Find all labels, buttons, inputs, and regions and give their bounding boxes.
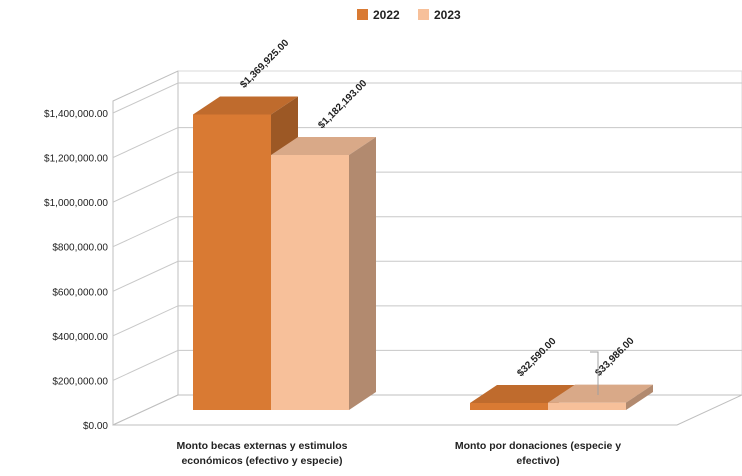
- bar-top-2022-cat0: [193, 96, 298, 115]
- gridline: [112, 127, 742, 159]
- data-label-2022-cat1: $32,590.00: [515, 336, 558, 379]
- bar-top-2023-cat0: [271, 136, 376, 155]
- gridline: [112, 216, 742, 248]
- gridline: [112, 260, 742, 292]
- y-tick-label: $1,000,000.00: [44, 198, 108, 209]
- bars: [193, 96, 653, 411]
- y-tick-label: $600,000.00: [52, 287, 108, 298]
- back-wall: [178, 70, 742, 395]
- gridline: [112, 171, 742, 203]
- y-axis-ticks: $0.00 $200,000.00 $400,000.00 $600,000.00 $8…: [44, 109, 108, 432]
- y-tick-label: $200,000.00: [52, 376, 108, 387]
- legend-swatch-2022: [357, 9, 368, 20]
- legend-swatch-2023: [418, 9, 429, 20]
- gridline: [112, 305, 742, 337]
- label-leader-line: [590, 351, 599, 395]
- category-label-0: Monto becas externas y estimulos: [177, 440, 348, 452]
- bar-2022-cat1: [470, 402, 548, 410]
- category-label-1: Monto por donaciones (especie y: [455, 440, 621, 452]
- gridline: [112, 349, 742, 381]
- y-tick-label: $1,200,000.00: [44, 154, 108, 165]
- data-label-2023-cat1: $33,986.00: [593, 335, 636, 378]
- bar-side-2023-cat1: [626, 384, 653, 410]
- category-label-1: efectivo): [516, 455, 559, 467]
- category-labels: Monto becas externas y estimulos económic…: [177, 440, 622, 467]
- y-tick-label: $0.00: [83, 421, 108, 432]
- bar-2023-cat0: [271, 154, 349, 410]
- bar-top-2022-cat1: [470, 384, 575, 403]
- legend: 2022 2023: [357, 8, 461, 22]
- side-wall: [112, 70, 179, 426]
- y-tick-label: $800,000.00: [52, 243, 108, 254]
- bar-side-2023-cat0: [349, 136, 376, 411]
- category-label-0: económicos (efectivo y especie): [181, 455, 342, 467]
- data-label-2023-cat0: $1,182,193.00: [316, 78, 369, 131]
- bar-2023-cat1: [548, 402, 626, 410]
- bar-2022-cat0: [193, 114, 271, 410]
- legend-label-2022: 2022: [373, 8, 400, 22]
- y-tick-label: $1,400,000.00: [44, 109, 108, 120]
- gridline: [112, 82, 742, 114]
- legend-label-2023: 2023: [434, 8, 461, 22]
- y-tick-label: $400,000.00: [52, 332, 108, 343]
- bar-top-2023-cat1: [548, 384, 653, 403]
